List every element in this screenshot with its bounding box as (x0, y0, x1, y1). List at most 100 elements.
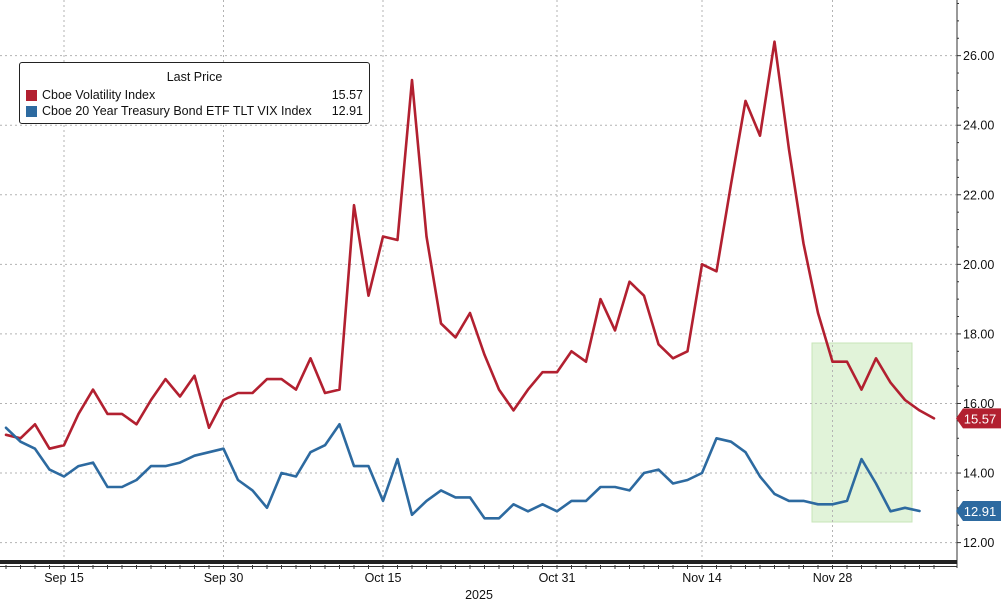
data-point-vix (193, 374, 196, 377)
data-point-vix (5, 433, 7, 436)
data-point-vix (527, 388, 529, 391)
data-point-tlt-vix (643, 472, 645, 474)
data-point-tlt-vix (295, 475, 297, 478)
data-point-vix (744, 99, 747, 102)
data-point-tlt-vix (759, 475, 761, 478)
data-point-tlt-vix (338, 423, 341, 426)
data-point-vix (643, 294, 645, 297)
data-point-vix (512, 409, 515, 412)
data-point-tlt-vix (918, 510, 921, 512)
data-point-tlt-vix (599, 486, 602, 488)
data-point-vix (411, 79, 413, 81)
legend-value-tlt-vix: 12.91 (331, 104, 363, 118)
data-point-vix (802, 242, 805, 245)
data-point-vix (730, 183, 732, 186)
y-tick-label: 16.00 (963, 397, 994, 411)
data-point-tlt-vix (164, 465, 167, 467)
series-line-tlt-vix (4, 422, 921, 520)
data-point-tlt-vix (744, 451, 747, 454)
data-point-vix (556, 371, 558, 374)
x-axis-title: 2025 (465, 588, 493, 601)
data-point-vix (773, 40, 776, 43)
data-point-vix (889, 381, 892, 384)
data-point-vix (759, 134, 761, 137)
data-point-vix (425, 235, 428, 238)
data-point-tlt-vix (34, 447, 36, 450)
data-point-tlt-vix (208, 451, 210, 454)
data-point-vix (396, 239, 399, 241)
data-point-tlt-vix (309, 451, 312, 454)
data-point-vix (92, 388, 94, 391)
legend-item-tlt-vix: Cboe 20 Year Treasury Bond ETF TLT VIX I… (26, 103, 363, 119)
data-point-vix (831, 360, 834, 363)
data-point-vix (324, 392, 326, 394)
data-point-tlt-vix (106, 486, 109, 488)
data-point-tlt-vix (527, 510, 529, 513)
x-tick-label: Oct 31 (539, 571, 576, 585)
last-value-label-vix: 15.57 (964, 411, 997, 426)
data-point-tlt-vix (904, 506, 906, 509)
data-point-vix (483, 353, 486, 356)
data-point-tlt-vix (280, 472, 283, 474)
data-point-tlt-vix (773, 493, 776, 495)
legend-label-vix: Cboe Volatility Index (42, 88, 156, 102)
last-value-label-tlt-vix: 12.91 (964, 504, 997, 519)
data-point-vix (440, 322, 442, 325)
data-point-tlt-vix (657, 468, 660, 471)
data-point-tlt-vix (570, 499, 573, 502)
data-point-vix (672, 357, 674, 360)
data-point-tlt-vix (541, 503, 544, 506)
chart-legend: Last Price Cboe Volatility Index 15.57 C… (19, 62, 370, 124)
last-value-badge-vix (956, 408, 1001, 429)
legend-label-tlt-vix: Cboe 20 Year Treasury Bond ETF TLT VIX I… (42, 104, 312, 118)
data-point-vix (933, 417, 935, 420)
data-point-tlt-vix (150, 465, 152, 467)
data-point-tlt-vix (614, 486, 616, 488)
data-point-vix (295, 388, 297, 391)
data-point-tlt-vix (715, 437, 718, 440)
x-tick-label: Nov 28 (813, 571, 853, 585)
data-point-tlt-vix (425, 499, 428, 502)
data-point-vix (237, 392, 239, 394)
data-point-vix (860, 388, 863, 391)
data-point-vix (715, 270, 718, 273)
data-point-vix (904, 399, 906, 401)
data-point-tlt-vix (77, 465, 80, 467)
data-point-tlt-vix (5, 426, 7, 429)
data-point-vix (701, 263, 703, 266)
data-point-vix (454, 336, 457, 339)
data-point-tlt-vix (251, 489, 254, 492)
data-point-tlt-vix (179, 461, 181, 464)
data-point-vix (382, 235, 384, 238)
data-point-tlt-vix (556, 510, 558, 513)
y-tick-label: 18.00 (963, 327, 994, 341)
y-tick-label: 26.00 (963, 49, 994, 63)
data-point-tlt-vix (498, 517, 500, 520)
data-point-vix (817, 312, 819, 314)
data-point-vix (164, 378, 167, 381)
data-point-vix (367, 294, 370, 297)
y-tick-label: 12.00 (963, 536, 994, 550)
data-point-vix (179, 395, 181, 398)
data-point-vix (63, 444, 65, 447)
x-tick-label: Sep 15 (44, 571, 84, 585)
data-point-vix (628, 280, 631, 283)
last-value-tag-vix: 15.57 (956, 408, 1001, 429)
data-point-vix (585, 360, 587, 363)
data-point-tlt-vix (266, 506, 268, 509)
data-point-vix (918, 409, 921, 412)
data-point-tlt-vix (193, 454, 196, 457)
data-point-vix (222, 399, 225, 401)
data-point-tlt-vix (121, 486, 123, 488)
x-tick-label: Sep 30 (204, 571, 244, 585)
data-point-vix (48, 447, 51, 450)
data-point-vix (251, 392, 254, 394)
data-point-vix (614, 329, 616, 332)
data-point-vix (135, 423, 138, 426)
y-tick-label: 20.00 (963, 258, 994, 272)
y-tick-label: 24.00 (963, 119, 994, 133)
data-point-vix (121, 413, 123, 415)
last-value-badge-tlt-vix (956, 500, 1001, 521)
